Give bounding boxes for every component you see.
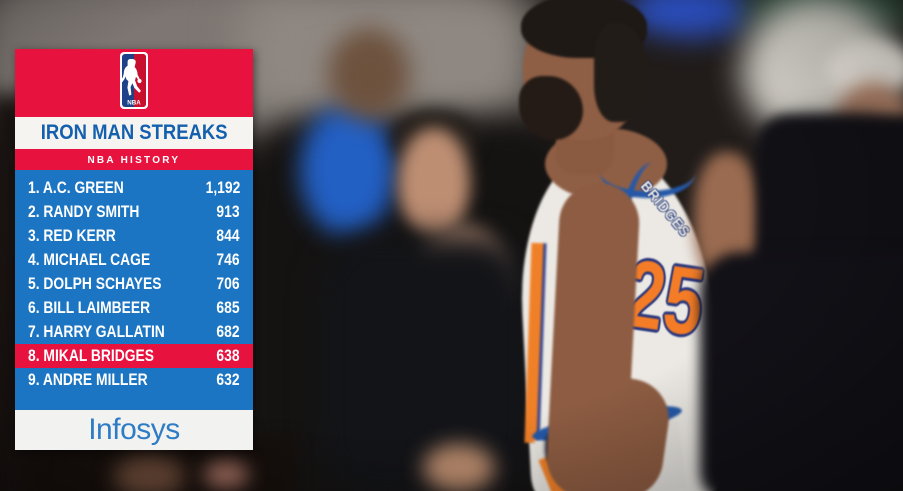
streak-row: 7. HARRY GALLATIN 682 (15, 320, 253, 344)
streak-rank-name: 5. DOLPH SCHAYES (28, 275, 162, 293)
sponsor-logo: Infosys (88, 413, 180, 446)
fan-hand (113, 456, 185, 491)
streak-row: 5. DOLPH SCHAYES 706 (15, 272, 253, 296)
fan-blue-jersey (300, 104, 396, 236)
streak-row: 2. RANDY SMITH 913 (15, 200, 253, 224)
svg-text:NBA: NBA (127, 100, 141, 107)
streak-row: 6. BILL LAIMBEER 685 (15, 296, 253, 320)
streak-row: 3. RED KERR 844 (15, 224, 253, 248)
streak-value: 746 (216, 251, 240, 269)
card-subtitle: NBA HISTORY (87, 153, 181, 166)
fan-hand (423, 444, 495, 491)
card-title-band: IRON MAN STREAKS (15, 117, 253, 149)
streak-value: 844 (216, 227, 240, 245)
clapping-fan-face (398, 128, 470, 238)
fan-face (328, 28, 410, 120)
streak-rank-name: 1. A.C. GREEN (28, 179, 124, 197)
card-title: IRON MAN STREAKS (40, 121, 228, 144)
player-hair (594, 22, 648, 122)
foreground-dark-figure (700, 252, 903, 491)
streak-value: 638 (216, 347, 240, 365)
streak-rank-name: 9. ANDRE MILLER (28, 371, 148, 389)
crowd-blur-blob (203, 461, 249, 489)
jersey-collar-trim (600, 146, 696, 198)
streak-value: 632 (216, 371, 240, 389)
card-subtitle-band: NBA HISTORY (15, 149, 253, 170)
streak-rank-name: 2. RANDY SMITH (28, 203, 140, 221)
streak-value: 685 (216, 299, 240, 317)
streak-rank-name: 7. HARRY GALLATIN (28, 323, 165, 341)
clapping-fan-body (318, 234, 533, 491)
streak-rank-name: 6. BILL LAIMBEER (28, 299, 151, 317)
streak-value: 682 (216, 323, 240, 341)
player-beard (519, 76, 583, 140)
stats-overlay-card: NBA IRON MAN STREAKS NBA HISTORY 1. A.C.… (15, 49, 253, 450)
streak-value: 913 (216, 203, 240, 221)
streak-rank-name: 4. MICHAEL CAGE (28, 251, 151, 269)
streak-rank-name: 3. RED KERR (28, 227, 116, 245)
streak-row: 9. ANDRE MILLER 632 (15, 368, 253, 392)
streak-row: 4. MICHAEL CAGE 746 (15, 248, 253, 272)
nba-logo: NBA (120, 52, 148, 109)
sponsor-band: Infosys (15, 410, 253, 450)
streak-leaderboard: 1. A.C. GREEN 1,192 2. RANDY SMITH 913 3. RE… (15, 170, 253, 410)
streak-row: 1. A.C. GREEN 1,192 (15, 176, 253, 200)
streak-rank-name: 8. MIKAL BRIDGES (28, 347, 155, 365)
streak-value: 706 (216, 275, 240, 293)
card-red-header: NBA (15, 49, 253, 117)
streak-row-highlighted: 8. MIKAL BRIDGES 638 (15, 344, 253, 368)
streak-value: 1,192 (205, 179, 240, 197)
